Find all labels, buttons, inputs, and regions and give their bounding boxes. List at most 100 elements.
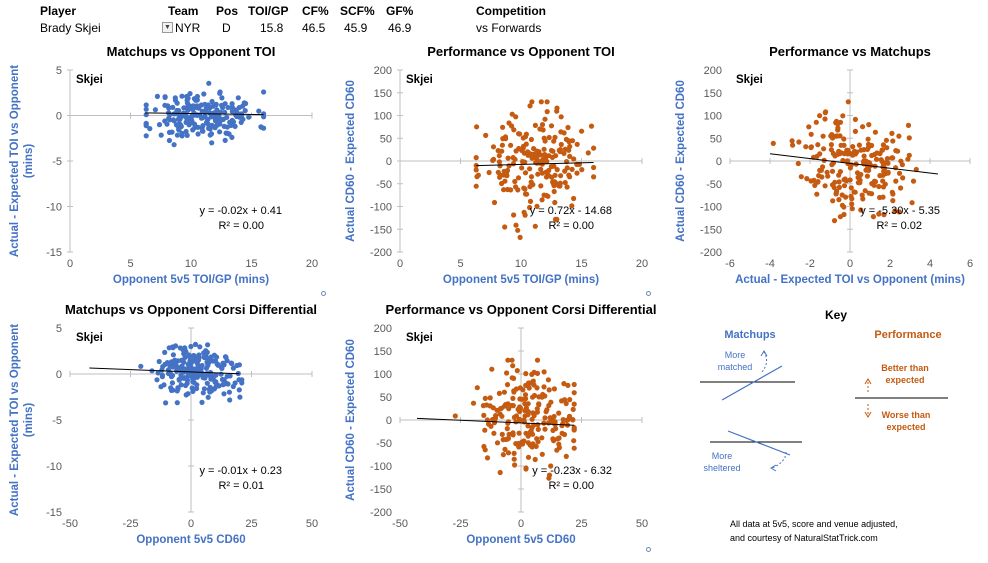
resize-handle[interactable]	[646, 547, 651, 552]
data-point	[567, 397, 573, 403]
chart-performance-vs-opponent-toi[interactable]: Performance vs Opponent TOI 0 5 10 15 20 -200 -…	[330, 40, 660, 298]
data-point	[529, 416, 535, 422]
data-point	[516, 145, 522, 152]
data-point	[523, 371, 529, 377]
resize-handle[interactable]	[321, 291, 326, 296]
data-point	[235, 95, 241, 101]
data-point	[537, 126, 543, 132]
data-point	[545, 377, 551, 383]
y-tick-label: -150	[370, 484, 392, 496]
data-point	[166, 105, 172, 111]
data-point	[872, 129, 878, 135]
data-point	[865, 141, 872, 147]
key-title: Key	[825, 308, 847, 322]
data-point	[517, 385, 523, 391]
data-point	[195, 131, 201, 137]
data-point	[221, 391, 227, 397]
data-point	[172, 357, 178, 363]
data-point	[505, 450, 512, 456]
data-point	[174, 388, 180, 394]
scatter-points	[473, 99, 597, 240]
data-point	[196, 368, 202, 374]
competition-value: vs Forwards	[476, 21, 542, 35]
data-point	[184, 97, 190, 103]
data-point	[491, 199, 498, 206]
data-point	[546, 153, 552, 159]
data-point	[499, 413, 505, 419]
data-point	[833, 120, 839, 126]
data-point	[858, 207, 864, 213]
trend-line	[145, 112, 264, 116]
data-point	[530, 410, 536, 416]
data-point	[205, 121, 211, 127]
data-point	[519, 165, 525, 171]
data-point	[567, 174, 573, 180]
trend-equation: y = 0.72x - 14.68	[530, 205, 612, 217]
data-point	[170, 352, 176, 358]
key-matched-trendline	[721, 365, 783, 401]
chart-performance-vs-opponent-corsi[interactable]: Performance vs Opponent Corsi Differenti…	[330, 298, 660, 558]
x-tick-label: 0	[67, 258, 73, 270]
series-label: Skjei	[406, 74, 433, 86]
y-tick-label: -200	[370, 507, 392, 519]
data-point	[496, 159, 502, 165]
y-tick-label: -100	[700, 202, 722, 214]
gf-value: 46.9	[388, 21, 412, 35]
data-point	[883, 137, 889, 143]
trend-equation: y = -0.01x + 0.23	[199, 465, 282, 477]
resize-handle[interactable]	[646, 291, 651, 296]
data-point	[864, 173, 870, 179]
y-tick-label: 0	[56, 369, 62, 381]
team-value: NYR	[175, 21, 201, 35]
data-point	[473, 162, 479, 169]
data-point	[814, 153, 820, 159]
data-point	[176, 377, 182, 383]
data-point	[522, 134, 529, 140]
data-point	[565, 416, 571, 423]
data-point	[528, 380, 534, 386]
x-tick-label: 20	[636, 258, 648, 270]
data-point	[510, 403, 516, 409]
data-point	[808, 178, 814, 184]
chart-matchups-vs-opponent-corsi[interactable]: Matchups vs Opponent Corsi Differential -…	[0, 298, 330, 558]
chart-matchups-vs-opponent-toi[interactable]: Matchups vs Opponent TOI 0 5 10 15 20 -15 -10 -5…	[0, 40, 330, 298]
x-tick-label: -4	[765, 258, 775, 270]
data-point	[532, 122, 538, 128]
chart-performance-vs-matchups[interactable]: Performance vs Matchups -6 -4 -2 0 2 4 6 -200 -15…	[660, 40, 988, 298]
data-point	[504, 382, 511, 388]
data-point	[539, 197, 545, 203]
r-squared-label: R² = 0.02	[876, 220, 922, 232]
data-point	[204, 380, 210, 386]
data-point	[551, 138, 557, 144]
player-dropdown-icon[interactable]: ▼	[162, 22, 173, 33]
data-point	[474, 124, 480, 130]
data-point	[167, 363, 173, 369]
data-point	[504, 436, 510, 442]
y-tick-label: -150	[370, 224, 392, 236]
data-point	[229, 134, 235, 140]
data-point	[841, 211, 847, 218]
data-point	[502, 224, 508, 230]
data-point	[525, 152, 531, 158]
data-point	[789, 138, 795, 144]
key-performance-heading: Performance	[874, 329, 941, 341]
data-point	[236, 387, 242, 393]
data-point	[841, 142, 847, 148]
data-point	[238, 113, 245, 119]
data-point	[534, 385, 540, 391]
x-tick-label: -2	[805, 258, 815, 270]
data-point	[474, 385, 480, 391]
data-point	[201, 350, 207, 356]
data-point	[840, 113, 846, 119]
data-point	[817, 167, 823, 173]
data-point	[213, 383, 219, 389]
data-point	[511, 456, 517, 462]
x-tick-label: 4	[927, 258, 933, 270]
data-point	[889, 130, 895, 136]
data-point	[909, 200, 915, 206]
data-point	[473, 167, 479, 173]
data-point	[200, 375, 206, 381]
header-label-player: Player	[40, 4, 77, 18]
data-point	[562, 146, 568, 152]
data-point	[553, 426, 559, 432]
